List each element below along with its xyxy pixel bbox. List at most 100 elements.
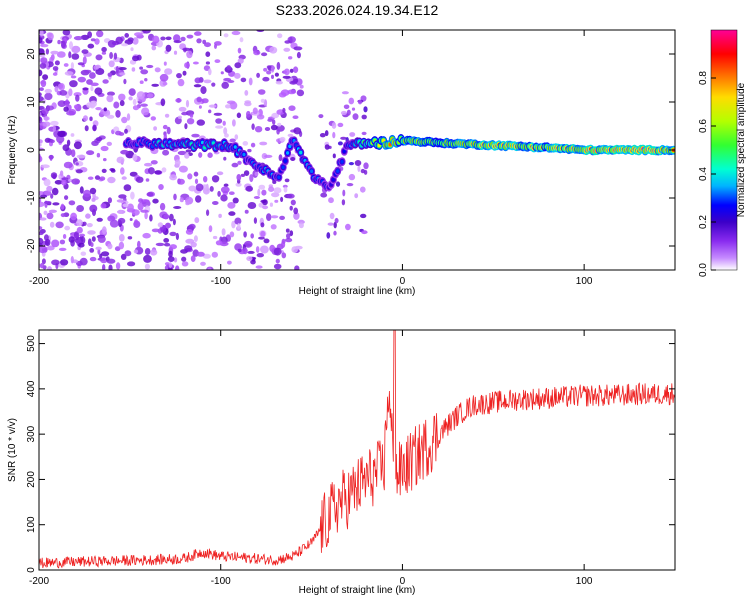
spectrogram-noise-blob — [48, 209, 58, 213]
spectrogram-noise-blob — [184, 152, 190, 159]
snr-y-tick-label: 400 — [26, 380, 37, 397]
spectrogram-noise-blob — [106, 94, 114, 103]
spectrogram-noise-blob — [66, 110, 76, 116]
spectrogram-noise-blob — [58, 247, 67, 251]
spectrogram-noise-blob — [107, 176, 116, 184]
spectrogram-noise-blob — [277, 122, 282, 127]
spectrogram-noise-blob — [54, 60, 60, 66]
spectrogram-noise-blob — [46, 105, 54, 111]
spectrogram-noise-blob — [95, 54, 103, 61]
spectrogram-noise-blob — [284, 178, 290, 183]
spectrogram-noise-blob — [173, 50, 178, 55]
colorbar-tick-label: 0.0 — [698, 263, 709, 277]
spectrogram-noise-blob — [165, 44, 172, 52]
spectrogram-noise-blob — [333, 221, 337, 229]
spectrogram-noise-blob — [291, 246, 299, 253]
spectrogram-noise-blob — [266, 65, 272, 69]
spectrogram-noise-blob — [39, 69, 43, 77]
spectrogram-noise-blob — [293, 46, 303, 51]
spectrogram-noise-blob — [292, 115, 299, 119]
spectrogram-noise-blob — [39, 111, 42, 117]
figure-title: S233.2026.024.19.34.E12 — [276, 2, 439, 18]
spectrogram-noise-blob — [144, 263, 150, 270]
spectrogram-noise-blob — [108, 264, 113, 270]
spectrogram-noise-blob — [274, 199, 279, 203]
spectrogram-noise-blob — [215, 125, 224, 129]
spectrogram-noise-blob — [150, 160, 158, 165]
spectrogram-noise-blob — [185, 201, 190, 206]
spectrogram-noise-blob — [352, 113, 359, 120]
spectrogram-noise-blob — [361, 230, 368, 235]
spectrogram-noise-blob — [49, 139, 55, 144]
spectrogram-noise-blob — [250, 233, 254, 239]
spectrogram-ridge-core — [286, 151, 290, 155]
snr-x-tick-label: 0 — [400, 576, 406, 587]
spectrogram-noise-blob — [225, 104, 231, 109]
spectrogram-noise-blob — [263, 67, 268, 72]
spectrogram-noise-blob — [188, 185, 197, 192]
spectrogram-noise-blob — [71, 53, 80, 60]
spectrogram-noise-blob — [188, 223, 196, 230]
spectrogram-noise-blob — [144, 78, 148, 82]
spectrogram-noise-blob — [153, 126, 158, 131]
spectrogram-noise-blob — [276, 61, 281, 70]
spectrogram-noise-blob — [64, 99, 70, 108]
spectrogram-noise-blob — [44, 92, 53, 101]
spectrogram-noise-blob — [107, 243, 113, 250]
spectrogram-noise-blob — [173, 206, 182, 209]
spectrogram-noise-blob — [70, 75, 77, 79]
spectrogram-y-tick-label: 20 — [26, 48, 37, 60]
spectrogram-noise-blob — [42, 74, 49, 80]
spectrogram-noise-blob — [164, 242, 171, 247]
spectrogram-noise-blob — [144, 211, 148, 220]
spectrogram-noise-blob — [62, 144, 70, 152]
spectrogram-noise-blob — [118, 67, 127, 71]
spectrogram-noise-blob — [39, 237, 44, 245]
spectrogram-noise-blob — [139, 80, 144, 84]
spectrogram-noise-blob — [71, 178, 80, 185]
spectrogram-noise-blob — [334, 217, 339, 224]
spectrogram-noise-blob — [208, 104, 217, 108]
spectrogram-noise-blob — [68, 88, 73, 97]
spectrogram-noise-blob — [91, 140, 99, 146]
spectrogram-noise-blob — [263, 238, 270, 244]
spectrogram-noise-blob — [229, 231, 235, 238]
snr-frame — [38, 329, 676, 571]
spectrogram-noise-blob — [194, 178, 199, 184]
spectrogram-noise-blob — [184, 62, 190, 69]
spectrogram-noise-blob — [135, 176, 144, 183]
spectrogram-noise-blob — [257, 188, 261, 197]
colorbar-tick-label: 0.8 — [698, 71, 709, 85]
spectrogram-noise-blob — [55, 221, 64, 229]
spectrogram-noise-blob — [223, 156, 227, 161]
spectrogram-noise-blob — [102, 79, 109, 84]
spectrogram-noise-blob — [160, 98, 166, 107]
spectrogram-noise-blob — [266, 213, 272, 222]
spectrogram-noise-blob — [262, 205, 269, 210]
spectrogram-noise-blob — [106, 114, 115, 119]
spectrogram-noise-blob — [244, 90, 249, 96]
spectrogram-x-ticks: -200 -100 0 100 — [29, 30, 593, 287]
spectrogram-noise-blob — [286, 193, 295, 199]
spectrogram-y-tick-label: 10 — [26, 96, 37, 108]
spectrogram-noise-blob — [220, 194, 228, 202]
spectrogram-noise-blob — [166, 126, 171, 135]
spectrogram-noise-blob — [40, 57, 48, 64]
spectrogram-noise-blob — [276, 128, 280, 135]
spectrogram-noise-blob — [60, 213, 66, 218]
spectrogram-noise-blob — [80, 34, 90, 41]
spectrogram-noise-blob — [251, 258, 256, 262]
spectrogram-noise-blob — [185, 99, 190, 108]
spectrogram-noise-blob — [193, 235, 198, 243]
spectrogram-noise-blob — [106, 141, 113, 146]
spectrogram-noise-blob — [207, 152, 213, 158]
spectrogram-noise-blob — [158, 184, 164, 190]
spectrogram-noise-blob — [242, 141, 249, 146]
spectrogram-noise-blob — [293, 66, 299, 73]
spectrogram-noise-blob — [191, 133, 200, 138]
spectrogram-noise-blob — [261, 189, 267, 196]
spectrogram-noise-blob — [172, 218, 176, 226]
spectrogram-noise-blob — [94, 175, 101, 180]
spectrogram-noise-blob — [251, 123, 255, 130]
spectrogram-noise-blob — [211, 251, 218, 258]
